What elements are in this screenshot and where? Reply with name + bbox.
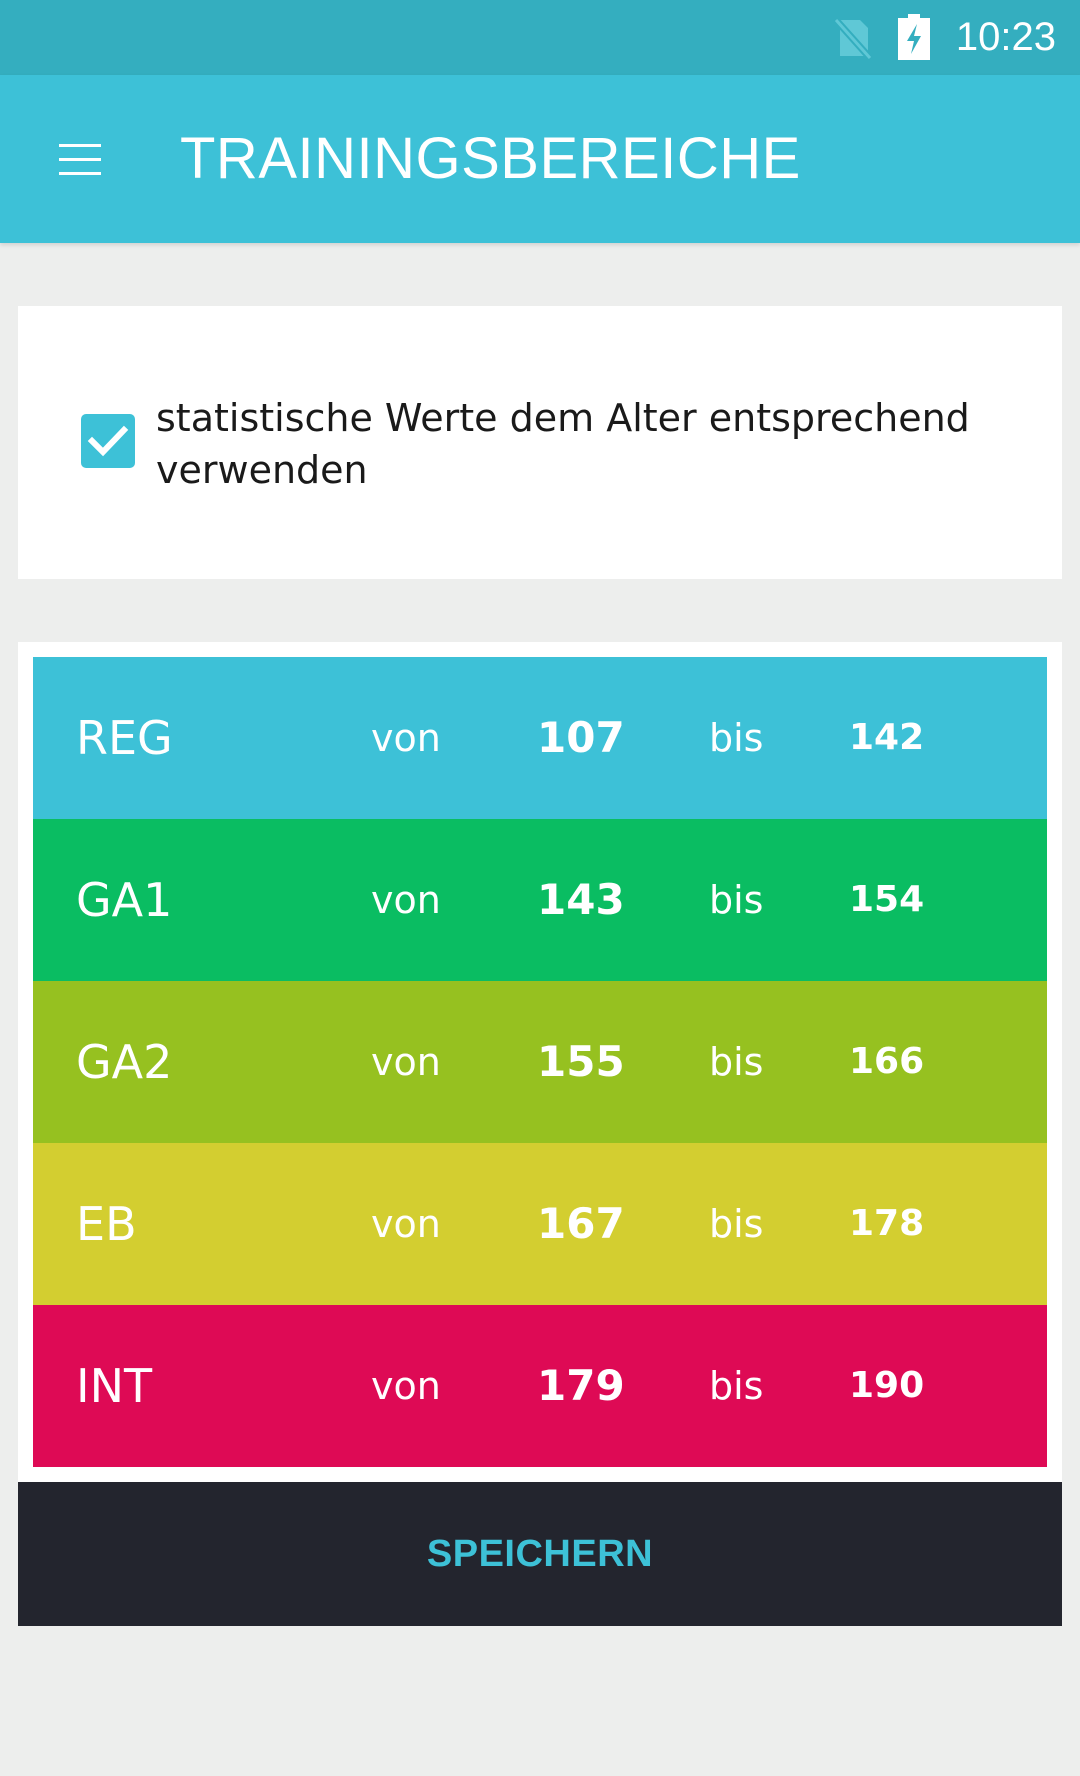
zone-from-value[interactable]: 155 xyxy=(537,1037,625,1086)
zone-von-label: von xyxy=(371,1202,441,1246)
zone-to-value[interactable]: 166 xyxy=(849,1041,925,1082)
zone-row-int[interactable]: INT von 179 bis 190 xyxy=(33,1305,1047,1467)
zone-bis-label: bis xyxy=(709,1364,764,1408)
training-zones-list: REG von 107 bis 142 GA1 von 143 bis 154 … xyxy=(18,642,1062,1482)
zone-von-label: von xyxy=(371,878,441,922)
zone-to-value[interactable]: 154 xyxy=(849,879,925,920)
zone-name: GA1 xyxy=(76,873,173,927)
zone-row-eb[interactable]: EB von 167 bis 178 xyxy=(33,1143,1047,1305)
zone-from-value[interactable]: 143 xyxy=(537,875,625,924)
zone-to-value[interactable]: 178 xyxy=(849,1203,925,1244)
battery-charging-icon xyxy=(898,14,930,60)
zone-von-label: von xyxy=(371,1364,441,1408)
zone-name: GA2 xyxy=(76,1035,173,1089)
age-settings-card: statistische Werte dem Alter entsprechen… xyxy=(18,306,1062,579)
checkmark-icon xyxy=(87,425,129,457)
age-based-label[interactable]: statistische Werte dem Alter entsprechen… xyxy=(156,396,970,492)
zone-name: REG xyxy=(76,711,173,765)
zone-row-ga1[interactable]: GA1 von 143 bis 154 xyxy=(33,819,1047,981)
zone-bis-label: bis xyxy=(709,716,764,760)
zone-bis-label: bis xyxy=(709,1040,764,1084)
zone-from-value[interactable]: 179 xyxy=(537,1361,625,1410)
save-button[interactable]: SPEICHERN xyxy=(18,1482,1062,1626)
zone-to-value[interactable]: 142 xyxy=(849,717,925,758)
status-clock: 10:23 xyxy=(955,15,1056,59)
zone-von-label: von xyxy=(371,1040,441,1084)
zone-row-reg[interactable]: REG von 107 bis 142 xyxy=(33,657,1047,819)
zone-name: INT xyxy=(76,1359,153,1413)
zone-von-label: von xyxy=(371,716,441,760)
zone-to-value[interactable]: 190 xyxy=(849,1365,925,1406)
no-sim-icon xyxy=(833,17,873,60)
page-title: TRAININGSBEREICHE xyxy=(180,126,801,191)
zone-row-ga2[interactable]: GA2 von 155 bis 166 xyxy=(33,981,1047,1143)
hamburger-menu-icon[interactable] xyxy=(52,127,108,191)
zone-bis-label: bis xyxy=(709,878,764,922)
age-based-checkbox[interactable] xyxy=(81,414,135,468)
status-bar: 10:23 xyxy=(0,0,1080,75)
app-bar: TRAININGSBEREICHE xyxy=(0,75,1080,243)
zone-bis-label: bis xyxy=(709,1202,764,1246)
zone-from-value[interactable]: 107 xyxy=(537,713,625,762)
zone-from-value[interactable]: 167 xyxy=(537,1199,625,1248)
zone-name: EB xyxy=(76,1197,137,1251)
